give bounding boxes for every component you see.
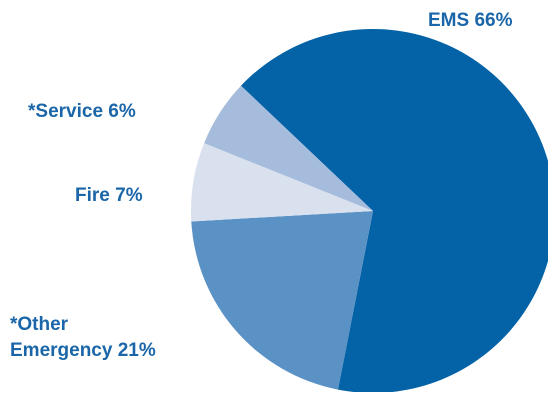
slice-label-service: *Service 6% — [28, 101, 136, 122]
pie-labels: EMS 66% *Service 6% Fire 7% *Other Emerg… — [10, 10, 513, 361]
pie-slice-fire — [190, 143, 373, 222]
slice-label-other-emergency: *Other Emergency 21% — [10, 314, 156, 361]
pie-slice-other-emergency — [191, 211, 373, 390]
slice-label-other-emergency-line1: *Other — [10, 314, 69, 335]
slice-label-fire: Fire 7% — [75, 185, 143, 206]
pie-slices — [190, 29, 548, 393]
pie-slice-ems — [240, 29, 548, 393]
slice-label-ems: EMS 66% — [428, 10, 513, 31]
slice-label-other-emergency-line2: Emergency 21% — [10, 340, 156, 361]
pie-slice-service — [204, 85, 373, 211]
